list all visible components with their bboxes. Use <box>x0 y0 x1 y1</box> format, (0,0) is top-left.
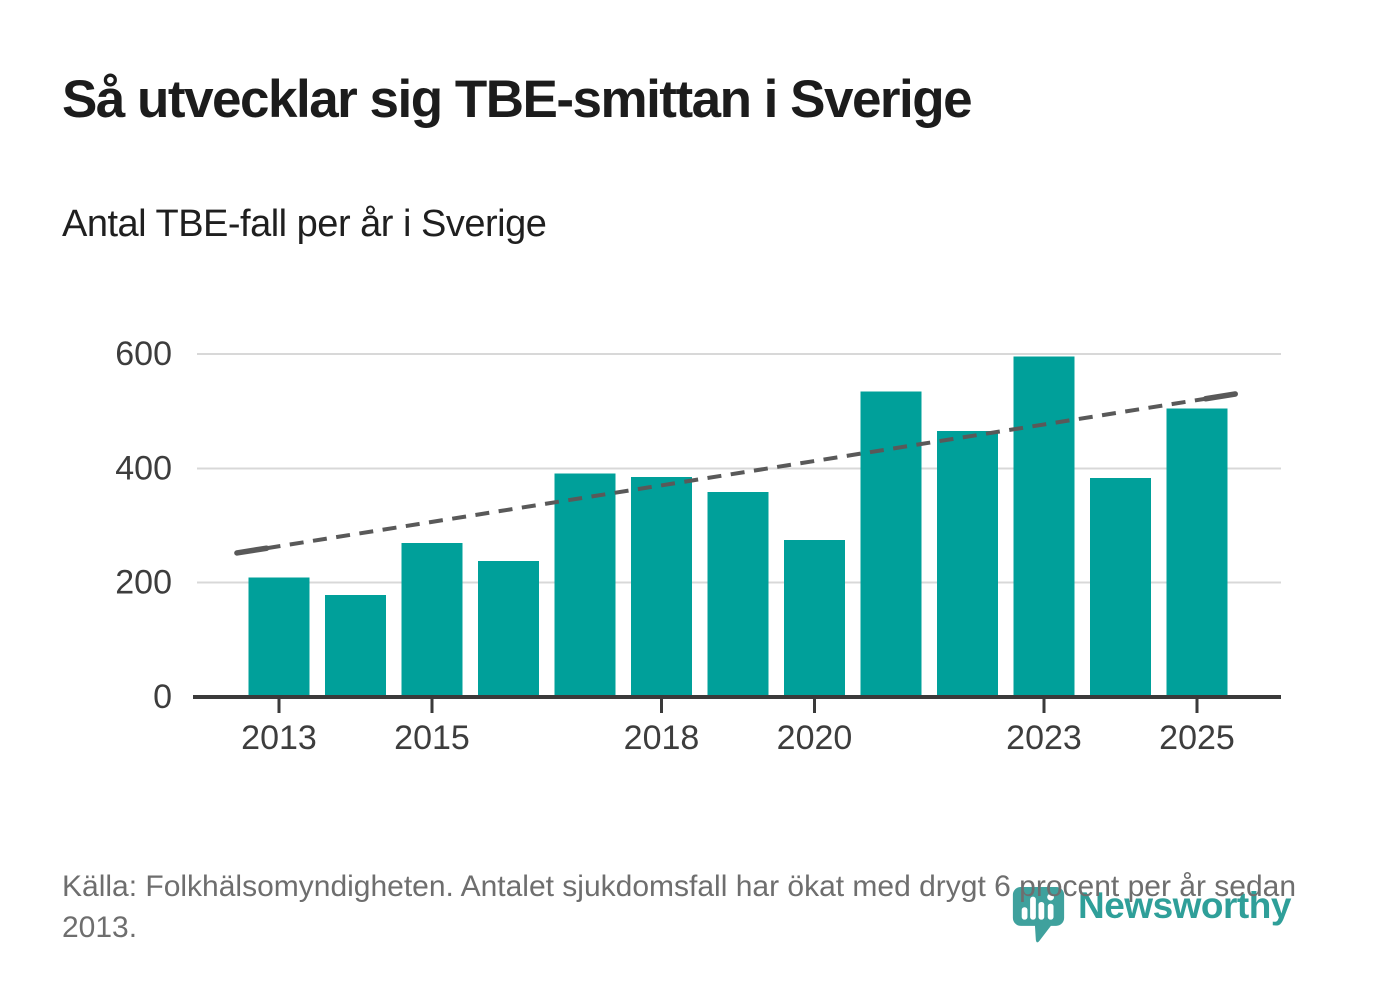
bar-2024 <box>1090 478 1151 697</box>
trendline-start-cap <box>234 545 270 556</box>
chart-title: Så utvecklar sig TBE-smittan i Sverige <box>62 70 973 129</box>
bar-2015 <box>401 543 463 697</box>
newsworthy-logo: Newsworthy <box>1012 886 1291 948</box>
mini-bar-3 <box>1038 901 1045 920</box>
newsworthy-pin-barchart-icon <box>1012 886 1065 943</box>
x-axis-label-2023: 2023 <box>1006 719 1082 757</box>
bar-2014 <box>325 595 386 697</box>
mini-bar-1 <box>1021 907 1028 920</box>
mini-bar-2 <box>1030 896 1036 920</box>
bar-2025 <box>1166 408 1228 697</box>
trendline-dashed <box>266 396 1206 551</box>
chart-subtitle: Antal TBE-fall per år i Sverige <box>62 203 547 245</box>
bar-2023 <box>1013 356 1075 697</box>
x-axis-label-2013: 2013 <box>241 719 317 757</box>
trendline-end-cap <box>1202 391 1238 402</box>
newsworthy-wordmark: Newsworthy <box>1078 885 1291 926</box>
y-axis-label-600: 600 <box>115 335 172 373</box>
y-axis-label-0: 0 <box>153 678 172 716</box>
bar-2017 <box>554 473 616 697</box>
exclamation-bar <box>1047 903 1054 920</box>
bar-2013 <box>248 577 310 697</box>
bar-2018 <box>631 476 692 697</box>
x-axis-label-2025: 2025 <box>1159 719 1235 757</box>
bar-2021 <box>860 391 922 697</box>
x-axis-label-2015: 2015 <box>394 719 470 757</box>
bar-2022 <box>937 431 998 697</box>
bar-2019 <box>707 491 769 697</box>
exclamation-dot <box>1047 893 1054 901</box>
x-axis-label-2020: 2020 <box>777 719 853 757</box>
y-axis-label-200: 200 <box>115 564 172 602</box>
bar-2020 <box>784 539 845 697</box>
source-note: Källa: Folkhälsomyndigheten. Antalet sju… <box>62 870 1297 945</box>
y-axis-label-400: 400 <box>115 449 172 487</box>
bar-2016 <box>478 560 539 697</box>
x-axis-label-2018: 2018 <box>624 719 700 757</box>
